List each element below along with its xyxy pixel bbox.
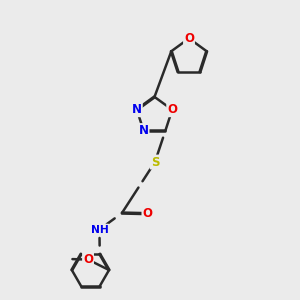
Text: O: O [142, 207, 152, 220]
Text: N: N [139, 124, 148, 137]
Text: O: O [83, 253, 93, 266]
Text: N: N [132, 103, 142, 116]
Text: S: S [151, 155, 159, 169]
Text: O: O [167, 103, 177, 116]
Text: NH: NH [91, 224, 108, 235]
Text: O: O [184, 32, 194, 45]
